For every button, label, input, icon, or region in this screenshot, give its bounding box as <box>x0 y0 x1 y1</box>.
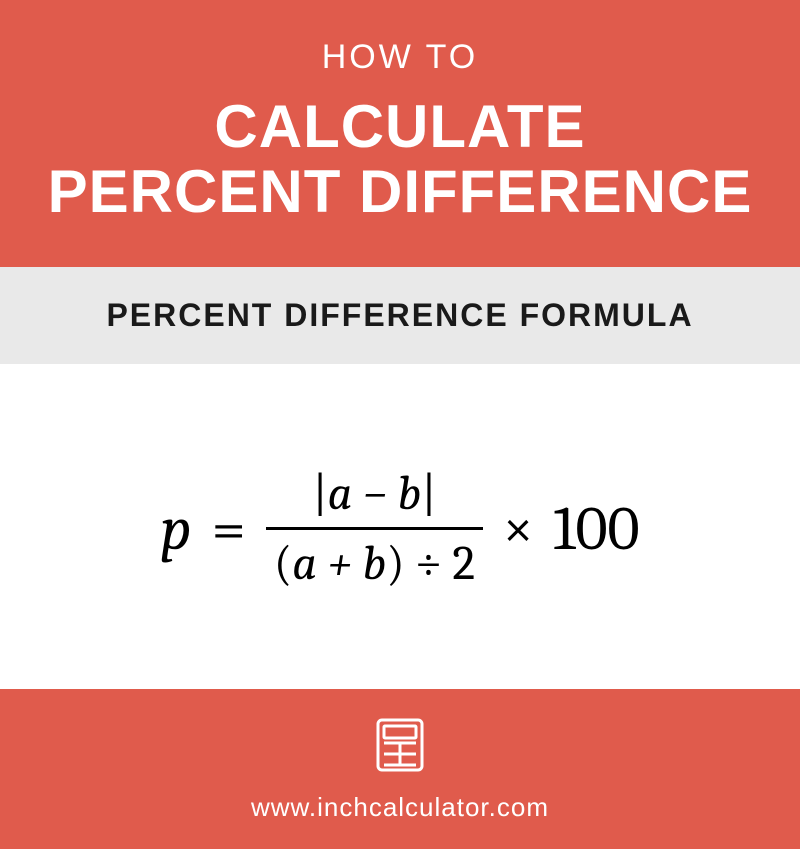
header-title: CALCULATE PERCENT DIFFERENCE <box>20 95 780 225</box>
footer-url: www.inchcalculator.com <box>20 792 780 823</box>
percent-difference-formula: p = |a − b| (a + b) ÷ 2 × 100 <box>160 466 639 591</box>
formula-denominator-inner: a + b <box>292 536 386 591</box>
infographic-card: HOW TO CALCULATE PERCENT DIFFERENCE PERC… <box>0 0 800 849</box>
header-block: HOW TO CALCULATE PERCENT DIFFERENCE <box>0 0 800 267</box>
header-title-line2: PERCENT DIFFERENCE <box>48 158 753 225</box>
formula-denominator-tail: ÷ 2 <box>415 536 475 591</box>
formula-multiply: × <box>503 497 533 560</box>
formula-equals: = <box>212 493 246 565</box>
formula-numerator-inner: a − b <box>328 466 422 521</box>
footer-block: www.inchcalculator.com <box>0 689 800 849</box>
formula-fraction-bar <box>266 527 483 530</box>
formula-fraction: |a − b| (a + b) ÷ 2 <box>266 466 483 591</box>
formula-factor: 100 <box>553 493 640 565</box>
section-heading-block: PERCENT DIFFERENCE FORMULA <box>0 267 800 364</box>
formula-denominator: (a + b) ÷ 2 <box>266 536 483 591</box>
formula-block: p = |a − b| (a + b) ÷ 2 × 100 <box>0 364 800 694</box>
formula-lhs: p <box>160 493 191 565</box>
formula-numerator: |a − b| <box>304 466 444 521</box>
section-heading: PERCENT DIFFERENCE FORMULA <box>20 297 780 334</box>
header-subtitle: HOW TO <box>20 38 780 77</box>
calculator-icon <box>375 717 425 778</box>
header-title-line1: CALCULATE <box>214 93 585 160</box>
